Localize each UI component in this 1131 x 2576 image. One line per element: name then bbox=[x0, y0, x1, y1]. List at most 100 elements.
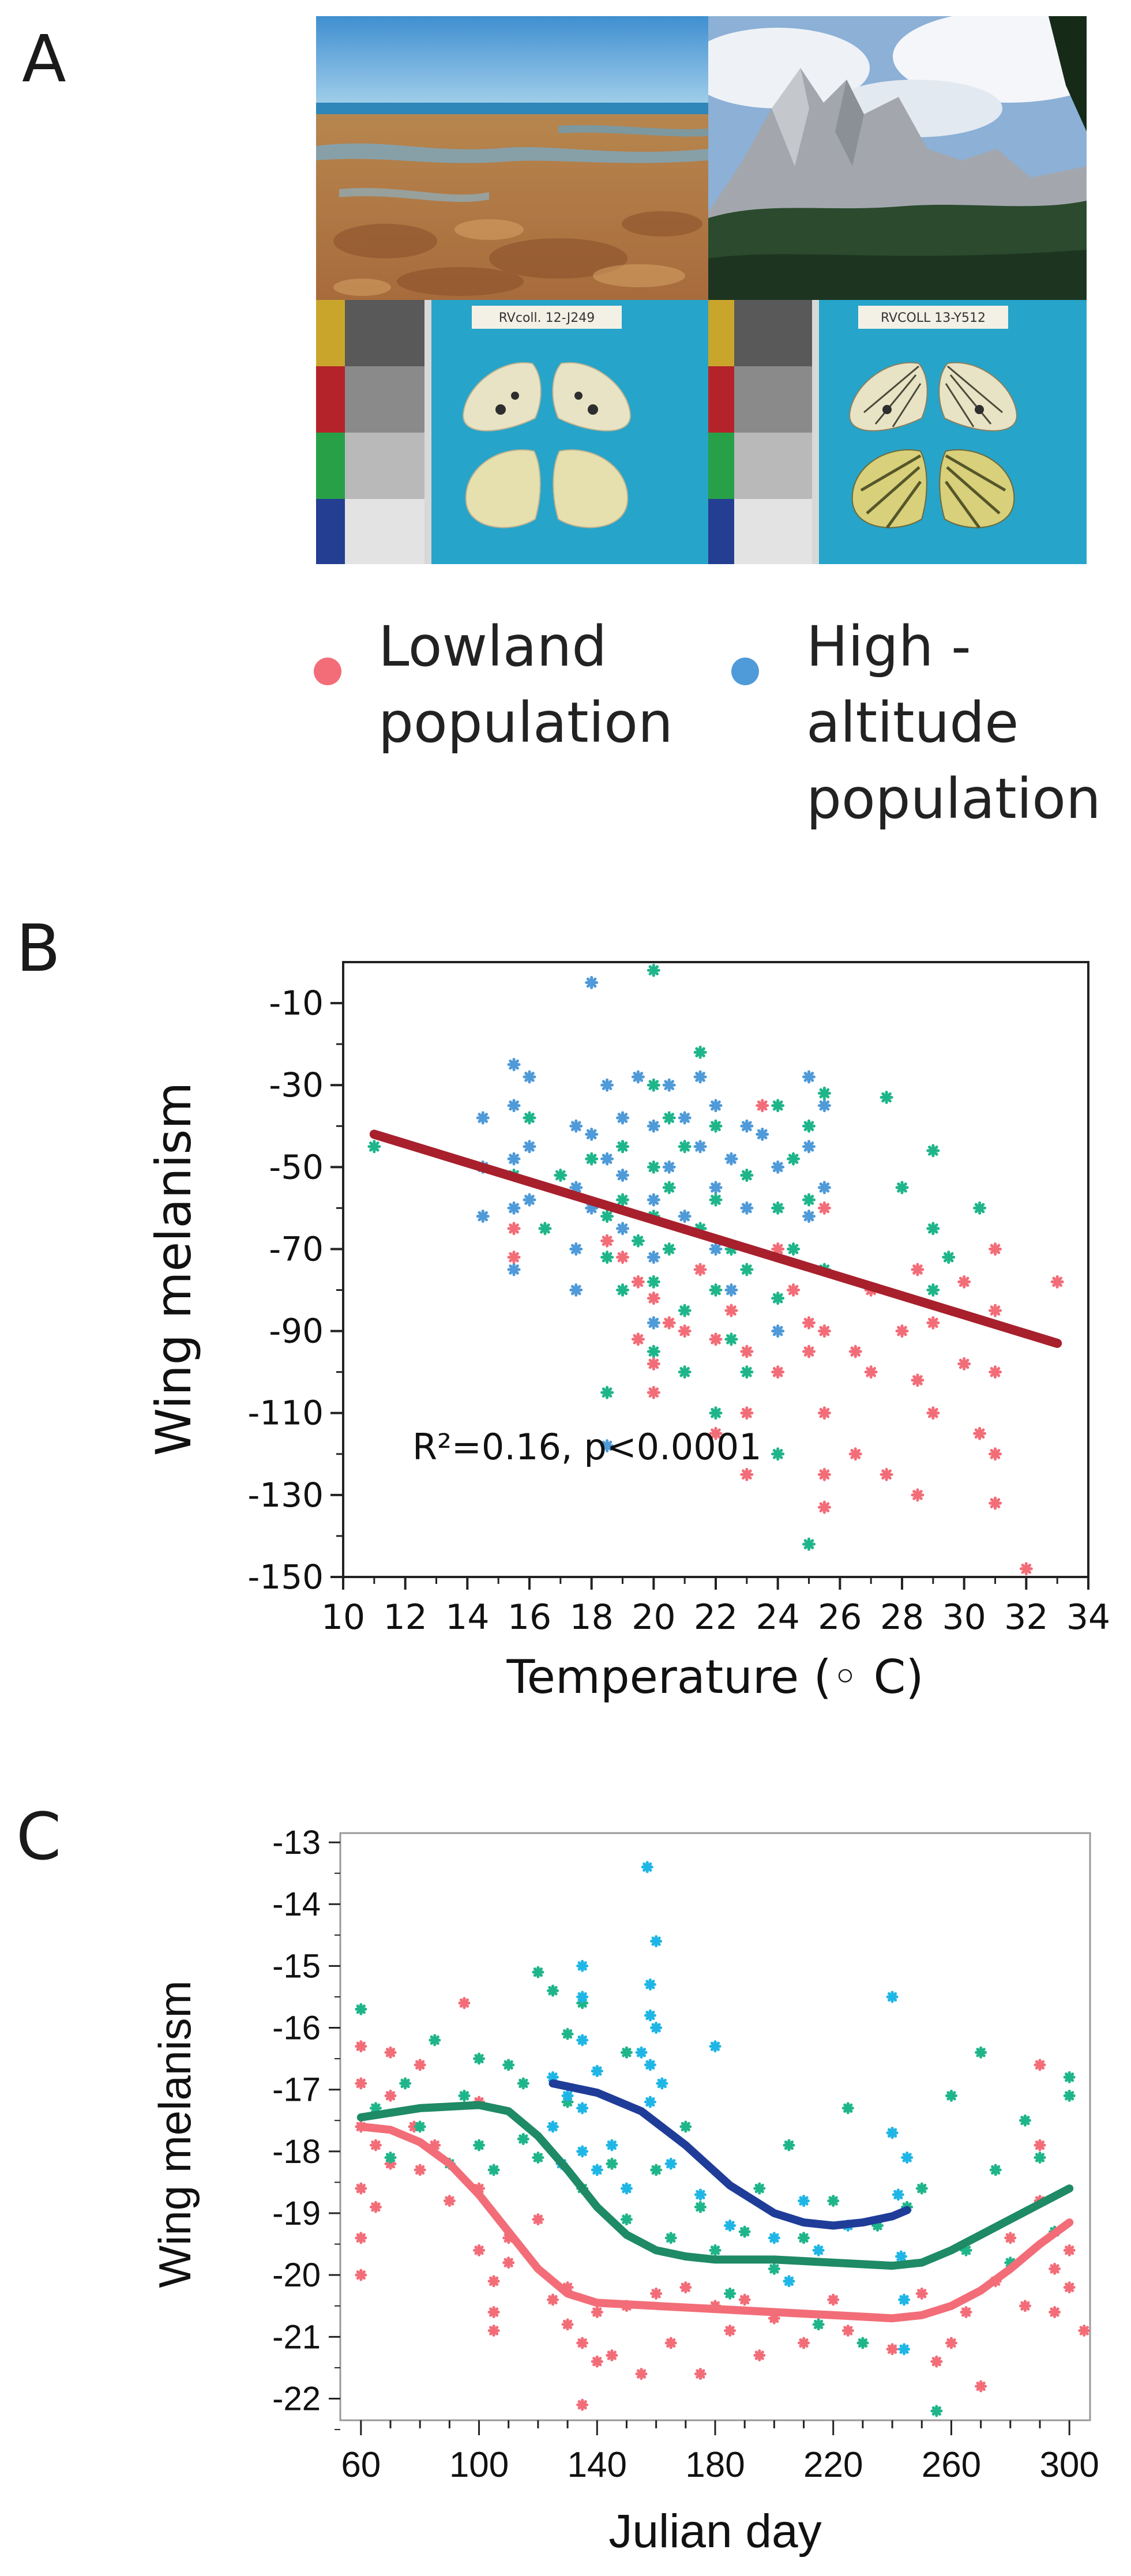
c-point-intermediate bbox=[620, 2046, 633, 2059]
c-y-tick-label: -15 bbox=[272, 1947, 321, 1985]
c-point-intermediate bbox=[812, 2318, 825, 2331]
b-point-intermediate bbox=[647, 1345, 660, 1358]
c-point-high-altitude bbox=[576, 2034, 589, 2046]
high-altitude-legend-label: High - altitude population bbox=[806, 614, 1101, 831]
b-point-lowland bbox=[631, 1332, 645, 1346]
b-point-intermediate bbox=[709, 1406, 723, 1420]
c-point-intermediate bbox=[532, 2151, 544, 2164]
b-x-tick-label: 12 bbox=[383, 1597, 427, 1638]
c-fit-lines bbox=[356, 2079, 1074, 2323]
b-point-lowland bbox=[957, 1357, 971, 1370]
c-tick-labels: 60 100 140 180 220 260 300 -13 -14 -15 -16 -17 -18 -1… bbox=[272, 1824, 1099, 2485]
b-point-intermediate bbox=[724, 1332, 738, 1346]
c-point-intermediate bbox=[724, 2287, 737, 2300]
c-point-lowland bbox=[355, 2269, 367, 2281]
c-point-intermediate bbox=[1019, 2114, 1031, 2127]
b-point-intermediate bbox=[662, 1242, 676, 1256]
alpine-wing-specimen: RVCOLL 13-Y512 bbox=[708, 300, 1087, 564]
b-point-high-altitude bbox=[569, 1119, 583, 1133]
c-point-high-altitude bbox=[576, 2102, 589, 2115]
b-point-high-altitude bbox=[647, 1119, 660, 1133]
b-point-lowland bbox=[989, 1496, 1002, 1510]
b-point-high-altitude bbox=[600, 1439, 614, 1453]
b-point-intermediate bbox=[817, 1086, 831, 1100]
c-point-high-altitude bbox=[644, 2059, 656, 2071]
c-point-high-altitude bbox=[650, 1935, 663, 1948]
b-point-lowland bbox=[848, 1345, 862, 1358]
b-point-lowland bbox=[678, 1324, 692, 1338]
c-axis-ticks bbox=[329, 1841, 1070, 2435]
c-y-tick-label: -22 bbox=[272, 2380, 321, 2417]
b-point-intermediate bbox=[880, 1091, 893, 1105]
b-point-high-altitude bbox=[662, 1160, 676, 1174]
b-point-intermediate bbox=[616, 1283, 629, 1297]
c-x-tick-label: 140 bbox=[568, 2445, 627, 2485]
b-point-lowland bbox=[989, 1242, 1002, 1256]
b-point-high-altitude bbox=[662, 1078, 676, 1092]
c-point-lowland bbox=[547, 2293, 559, 2306]
c-point-lowland bbox=[650, 2287, 663, 2300]
b-point-high-altitude bbox=[523, 1193, 536, 1207]
c-lowland-fit-curve bbox=[356, 2123, 1074, 2323]
b-x-axis-title: Temperature (◦ C) bbox=[506, 1650, 923, 1704]
c-point-lowland bbox=[561, 2318, 574, 2331]
b-point-lowland bbox=[631, 1275, 645, 1289]
b-point-high-altitude bbox=[724, 1283, 738, 1297]
c-point-lowland bbox=[679, 2281, 692, 2294]
b-point-intermediate bbox=[678, 1365, 692, 1379]
b-point-high-altitude bbox=[523, 1140, 536, 1154]
temperature-melanism-chart: 10 12 14 16 18 20 22 24 26 28 30 32 34 -10 -30 -50 -70 -9… bbox=[145, 961, 1110, 1704]
plot-frame-c bbox=[339, 1832, 1091, 2421]
panel-label-a: A bbox=[22, 22, 66, 97]
b-annotation: R²=0.16, p<0.0001 bbox=[412, 1426, 762, 1468]
b-axis-ticks bbox=[330, 1002, 1089, 1590]
b-point-intermediate bbox=[678, 1140, 692, 1154]
b-point-lowland bbox=[787, 1283, 801, 1297]
b-x-tick-label: 28 bbox=[880, 1597, 924, 1638]
b-point-high-altitude bbox=[523, 1070, 536, 1084]
b-point-high-altitude bbox=[585, 1127, 599, 1141]
b-point-lowland bbox=[817, 1500, 831, 1514]
c-point-lowland bbox=[1004, 2232, 1017, 2244]
b-point-intermediate bbox=[895, 1181, 909, 1195]
b-point-intermediate bbox=[600, 1385, 614, 1399]
lowland-habitat-photo bbox=[316, 16, 708, 300]
c-point-lowland bbox=[915, 2287, 928, 2300]
panel-label-b: B bbox=[16, 911, 61, 986]
b-y-axis-title: Wing melanism bbox=[145, 1082, 202, 1456]
b-point-high-altitude bbox=[709, 1099, 723, 1113]
c-point-lowland bbox=[841, 2325, 854, 2337]
c-point-lowland bbox=[1049, 2305, 1061, 2318]
c-point-lowland bbox=[355, 2077, 367, 2090]
c-point-lowland bbox=[443, 2195, 456, 2207]
b-x-tick-label: 24 bbox=[756, 1597, 799, 1638]
c-point-high-altitude bbox=[768, 2232, 780, 2244]
b-y-tick-label: -130 bbox=[247, 1475, 324, 1515]
specimen-label-right: RVCOLL 13-Y512 bbox=[881, 311, 986, 325]
c-point-intermediate bbox=[517, 2077, 529, 2090]
b-point-high-altitude bbox=[507, 1058, 521, 1072]
b-point-high-altitude bbox=[600, 1078, 614, 1092]
b-point-intermediate bbox=[771, 1099, 785, 1113]
c-point-high-altitude bbox=[547, 2120, 559, 2133]
b-point-high-altitude bbox=[569, 1181, 583, 1195]
panel-label-c: C bbox=[16, 1800, 62, 1875]
c-point-intermediate bbox=[487, 2164, 500, 2176]
b-point-high-altitude bbox=[476, 1111, 490, 1125]
b-point-high-altitude bbox=[507, 1152, 521, 1166]
b-point-high-altitude bbox=[507, 1201, 521, 1215]
b-point-intermediate bbox=[787, 1242, 801, 1256]
c-point-lowland bbox=[975, 2380, 987, 2393]
b-point-high-altitude bbox=[724, 1152, 738, 1166]
b-point-high-altitude bbox=[647, 1251, 660, 1264]
c-point-intermediate bbox=[975, 2046, 987, 2059]
b-point-intermediate bbox=[662, 1181, 676, 1195]
b-point-intermediate bbox=[616, 1140, 629, 1154]
b-point-lowland bbox=[911, 1373, 925, 1387]
c-point-lowland bbox=[532, 2213, 544, 2226]
b-point-intermediate bbox=[554, 1169, 568, 1182]
b-point-high-altitude bbox=[802, 1210, 816, 1223]
b-point-intermediate bbox=[709, 1193, 723, 1207]
b-point-high-altitude bbox=[678, 1111, 692, 1125]
b-point-high-altitude bbox=[678, 1210, 692, 1223]
